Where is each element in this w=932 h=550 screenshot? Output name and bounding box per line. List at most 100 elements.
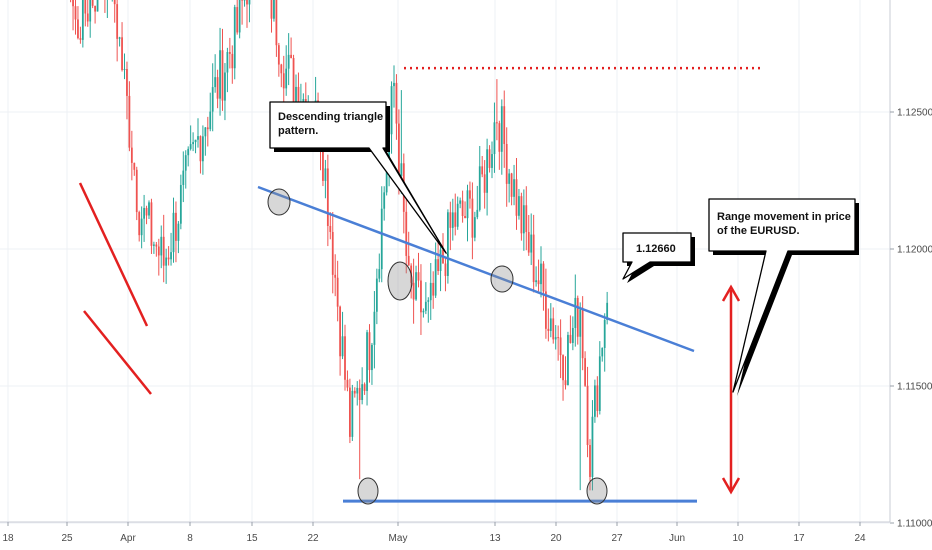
- candle-body: [155, 244, 158, 247]
- candle-body: [415, 272, 417, 300]
- price-tick-label: 1.12000: [897, 245, 932, 256]
- candle-body: [447, 212, 449, 276]
- time-tick-label: 20: [550, 533, 562, 544]
- channel-lower-line: [83, 310, 152, 395]
- time-tick-label: 17: [793, 533, 805, 544]
- candle-body: [192, 142, 194, 145]
- candle-body: [128, 95, 131, 148]
- candle-body: [77, 19, 79, 39]
- candle-body: [184, 155, 187, 171]
- candle-body: [478, 166, 481, 210]
- candle-body: [344, 336, 346, 380]
- candle-body: [508, 173, 511, 184]
- candle-body: [579, 309, 582, 337]
- candle-body: [224, 72, 226, 101]
- candle-body: [596, 385, 599, 411]
- candle-body: [194, 139, 197, 143]
- candle-body: [228, 52, 231, 54]
- candle-body: [454, 212, 457, 227]
- candle-body: [326, 168, 329, 226]
- candle-body: [378, 269, 381, 279]
- range-callout-box: [708, 198, 856, 393]
- candle-body: [606, 302, 609, 320]
- channel-upper-line: [78, 182, 149, 327]
- time-tick-label: 8: [187, 533, 193, 544]
- candle-body: [133, 162, 136, 170]
- range-arrow-head-up: [721, 284, 741, 302]
- candle-body: [412, 282, 415, 300]
- candle-body: [148, 202, 150, 216]
- candle-body: [143, 207, 145, 219]
- candle-body: [459, 200, 462, 204]
- candle-body: [189, 144, 192, 149]
- candle-body: [96, 0, 99, 12]
- candle-body: [91, 0, 94, 6]
- candle-body: [197, 136, 199, 140]
- candle-body: [287, 54, 290, 69]
- candle-body: [231, 53, 234, 69]
- candle-body: [444, 263, 447, 276]
- candle-body: [236, 7, 239, 33]
- candle-body: [353, 390, 356, 394]
- candle-body: [341, 336, 344, 357]
- candle-body: [233, 7, 236, 69]
- candle-body: [150, 202, 153, 246]
- candle-body: [226, 52, 229, 73]
- candle-body: [491, 154, 493, 168]
- candle-body: [569, 334, 572, 343]
- candle-body: [398, 123, 400, 176]
- candle-body: [598, 356, 601, 411]
- candle-body: [121, 37, 123, 70]
- candle-body: [584, 358, 586, 386]
- drawing-overlays: [78, 66, 760, 505]
- candle-body: [525, 205, 528, 233]
- candle-body: [135, 169, 138, 213]
- candle-body: [429, 282, 432, 301]
- candle-body: [368, 332, 371, 371]
- candle-body: [518, 196, 520, 216]
- candle-body: [471, 198, 474, 238]
- time-tick-label: May: [389, 533, 408, 544]
- time-tick-label: 18: [2, 533, 14, 544]
- price-axis[interactable]: 1.145001.140001.135001.130001.125001.120…: [889, 0, 932, 530]
- candle-body: [375, 278, 378, 312]
- candle-body: [219, 50, 221, 99]
- candle-body: [451, 212, 454, 228]
- range-callout-text: Range movement in price of the EURUSD.: [717, 211, 851, 237]
- candle-body: [385, 170, 388, 193]
- candle-body: [439, 249, 442, 271]
- candle-body: [118, 37, 121, 39]
- candle-body: [216, 77, 219, 99]
- candle-body: [571, 327, 574, 343]
- time-tick-label: Jun: [669, 533, 685, 544]
- candle-body: [94, 5, 96, 12]
- candle-body: [322, 145, 324, 181]
- candle-body: [567, 334, 569, 386]
- time-tick-label: 27: [611, 533, 623, 544]
- candle-body: [243, 0, 246, 1]
- candle-body: [238, 0, 241, 33]
- candle-body: [420, 280, 422, 313]
- candle-body: [537, 280, 540, 285]
- candle-body: [204, 127, 207, 137]
- candle-body: [552, 318, 555, 340]
- candle-body: [179, 184, 182, 224]
- chart-grid: [0, 0, 890, 524]
- candle-body: [358, 387, 361, 400]
- candle-body: [520, 196, 523, 234]
- triangle-callout: Descending triangle pattern.: [269, 101, 449, 257]
- candle-body: [172, 212, 175, 253]
- candlestick-series: [70, 0, 609, 491]
- time-axis[interactable]: 18 25 Apr 8 15 22 May 13 20 27 Jun 10 17 24: [0, 521, 890, 544]
- candle-body: [388, 134, 390, 171]
- candle-body: [79, 38, 82, 40]
- candle-body: [449, 212, 452, 228]
- candle-body: [493, 122, 496, 155]
- candle-body: [280, 64, 283, 74]
- candle-body: [464, 215, 466, 219]
- candle-body: [549, 318, 552, 331]
- candle-body: [202, 136, 204, 162]
- candle-body: [557, 337, 560, 339]
- candle-body: [72, 0, 74, 7]
